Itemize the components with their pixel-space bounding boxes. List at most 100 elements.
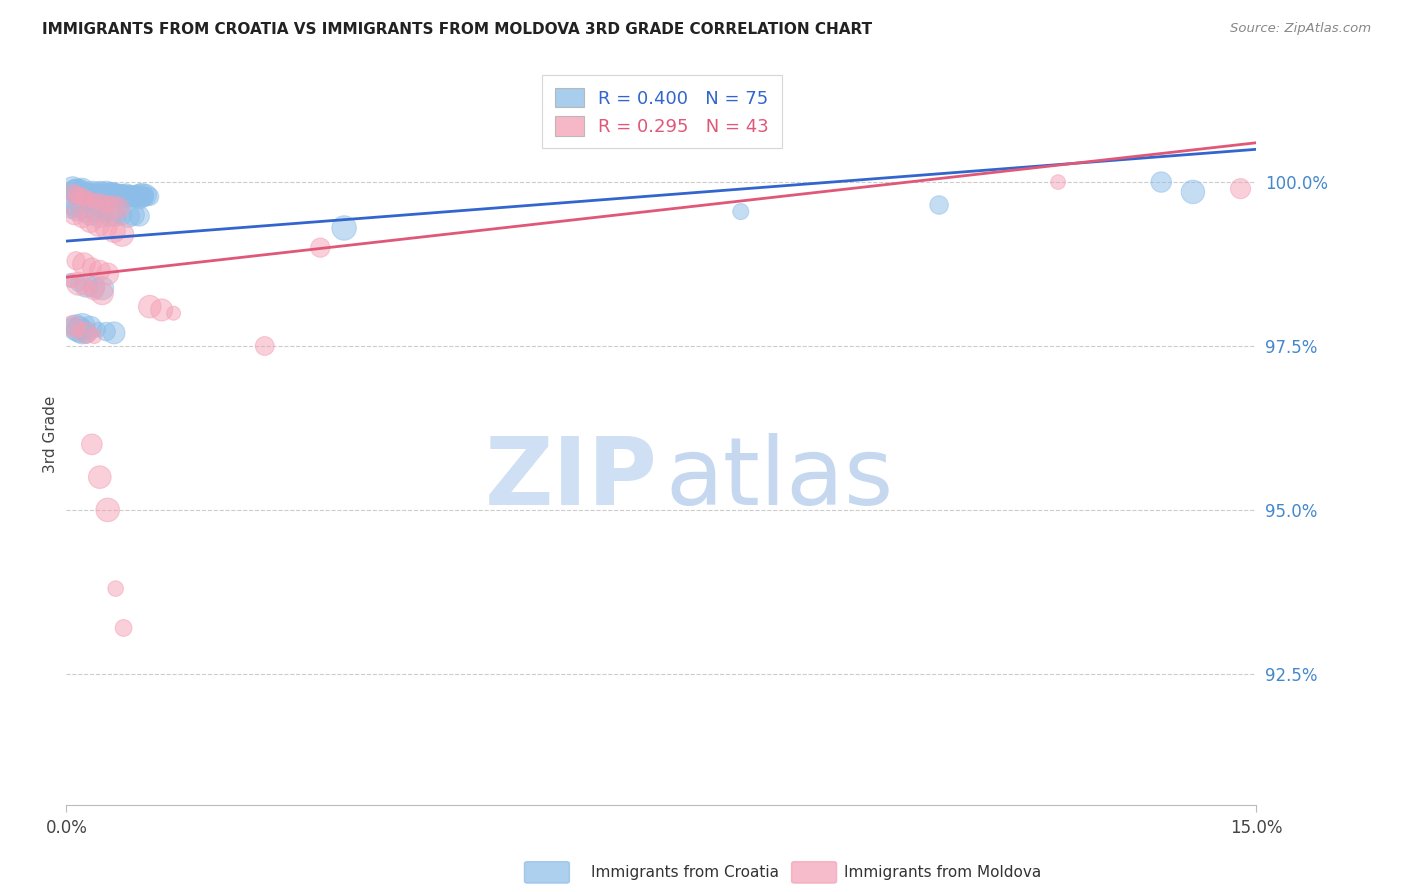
Point: [65, 184, 87, 198]
Point: [101, 200, 124, 214]
Point: [162, 306, 184, 320]
Point: [104, 188, 127, 202]
Point: [94, 198, 117, 212]
Point: [1181, 185, 1204, 199]
Point: [122, 208, 145, 222]
Point: [131, 188, 153, 202]
Point: [83, 186, 105, 201]
Point: [103, 185, 125, 199]
Point: [89, 208, 111, 222]
Point: [69, 202, 91, 216]
Point: [93, 186, 115, 201]
Point: [112, 621, 135, 635]
Point: [118, 186, 141, 201]
Text: Immigrants from Moldova: Immigrants from Moldova: [844, 865, 1040, 880]
Point: [128, 209, 150, 223]
Point: [117, 189, 139, 203]
Point: [97, 267, 120, 281]
Point: [87, 185, 110, 199]
Point: [107, 189, 129, 203]
Point: [91, 281, 114, 295]
Point: [77, 186, 100, 201]
Point: [94, 186, 117, 201]
Point: [103, 224, 125, 238]
Point: [122, 188, 145, 202]
Point: [83, 280, 105, 294]
Point: [79, 188, 101, 202]
Point: [103, 326, 125, 340]
Point: [66, 202, 89, 217]
Point: [1047, 175, 1070, 189]
Point: [115, 188, 138, 202]
Point: [80, 437, 103, 451]
Point: [333, 221, 356, 235]
Point: [730, 204, 752, 219]
Point: [309, 241, 332, 255]
Point: [84, 204, 107, 219]
Point: [104, 209, 127, 223]
Point: [87, 218, 110, 232]
Point: [67, 323, 90, 337]
Point: [73, 192, 96, 206]
Point: [65, 253, 87, 268]
Point: [83, 194, 105, 209]
Point: [86, 188, 108, 202]
Point: [127, 188, 149, 202]
Point: [110, 186, 132, 201]
Point: [135, 188, 157, 202]
Point: [101, 188, 124, 202]
Point: [139, 300, 162, 314]
Point: [73, 186, 96, 200]
Text: ZIP: ZIP: [485, 433, 658, 525]
Point: [107, 202, 129, 216]
Point: [75, 185, 97, 199]
Point: [79, 214, 101, 228]
Point: [97, 188, 120, 202]
Point: [83, 329, 105, 343]
Point: [62, 319, 84, 334]
Point: [98, 208, 121, 222]
Point: [1229, 181, 1251, 195]
Point: [94, 221, 117, 235]
Point: [128, 189, 150, 203]
Point: [89, 196, 111, 211]
Point: [67, 277, 90, 291]
Text: atlas: atlas: [665, 433, 893, 525]
Point: [65, 188, 87, 202]
Point: [67, 277, 90, 291]
Point: [91, 286, 114, 301]
Point: [104, 582, 127, 596]
Point: [253, 339, 276, 353]
Point: [134, 189, 156, 203]
Point: [75, 326, 97, 340]
Point: [139, 189, 162, 203]
Point: [73, 257, 96, 271]
Point: [125, 189, 148, 203]
Point: [111, 227, 134, 242]
Point: [62, 319, 84, 334]
Point: [91, 188, 114, 202]
Point: [59, 185, 82, 199]
Point: [62, 273, 84, 287]
Point: [111, 188, 134, 202]
Point: [77, 194, 100, 208]
Point: [75, 280, 97, 294]
Point: [63, 208, 86, 222]
Point: [928, 198, 950, 212]
Point: [63, 200, 86, 214]
Point: [79, 320, 101, 334]
Point: [98, 186, 121, 201]
Text: Immigrants from Croatia: Immigrants from Croatia: [591, 865, 779, 880]
Point: [83, 283, 105, 297]
Point: [111, 208, 134, 222]
Point: [80, 260, 103, 275]
Point: [87, 323, 110, 337]
Point: [75, 326, 97, 340]
Y-axis label: 3rd Grade: 3rd Grade: [44, 396, 58, 473]
Point: [72, 211, 94, 226]
Point: [121, 189, 143, 203]
Point: [97, 503, 120, 517]
Point: [63, 183, 86, 197]
Point: [1150, 175, 1173, 189]
Point: [79, 206, 101, 220]
